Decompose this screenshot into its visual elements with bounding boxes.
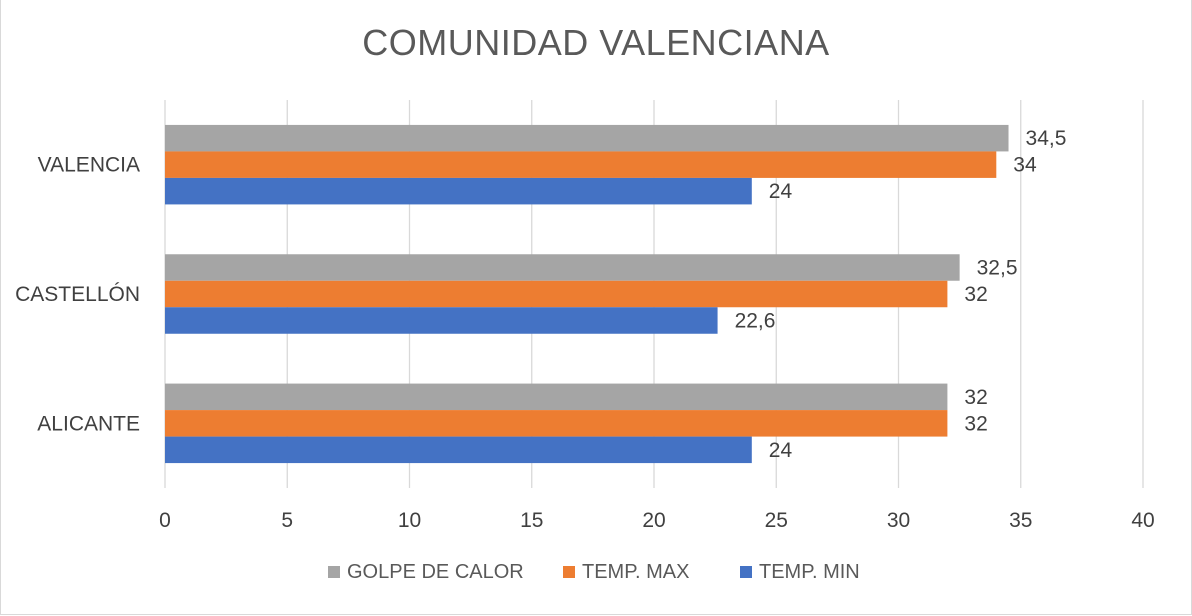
bar	[165, 410, 948, 437]
bar	[165, 280, 948, 308]
legend-label: TEMP. MAX	[582, 561, 689, 583]
legend-label: TEMP. MIN	[759, 561, 860, 583]
legend-label: GOLPE DE CALOR	[347, 561, 524, 583]
bar	[165, 177, 752, 205]
bar	[165, 254, 960, 281]
category-label: CASTELLÓN	[15, 283, 140, 306]
data-label: 32	[964, 412, 987, 435]
x-tick-label: 35	[1009, 509, 1032, 532]
x-tick-label: 40	[1131, 509, 1154, 532]
data-label: 34,5	[1026, 127, 1067, 150]
chart-title: COMUNIDAD VALENCIANA	[362, 22, 830, 63]
x-tick-label: 5	[281, 509, 293, 532]
legend-swatch	[328, 566, 340, 578]
x-tick-label: 20	[642, 509, 665, 532]
legend-swatch	[740, 566, 752, 578]
x-tick-label: 15	[520, 509, 543, 532]
legend-swatch	[563, 566, 575, 578]
x-tick-label: 30	[887, 509, 910, 532]
bar	[165, 124, 1009, 152]
bar	[165, 151, 997, 178]
bar	[165, 307, 718, 334]
data-label: 32,5	[977, 257, 1018, 280]
category-label: VALENCIA	[38, 154, 140, 177]
x-tick-label: 25	[765, 509, 788, 532]
data-label: 32	[964, 283, 987, 306]
x-tick-label: 0	[159, 509, 171, 532]
x-tick-label: 10	[398, 509, 421, 532]
bar	[165, 436, 752, 464]
data-label: 32	[964, 386, 987, 409]
category-label: ALICANTE	[37, 412, 140, 435]
data-label: 24	[769, 439, 793, 462]
bar	[165, 383, 948, 411]
data-label: 34	[1013, 154, 1037, 177]
data-label: 24	[769, 180, 793, 203]
data-label: 22,6	[735, 310, 776, 333]
